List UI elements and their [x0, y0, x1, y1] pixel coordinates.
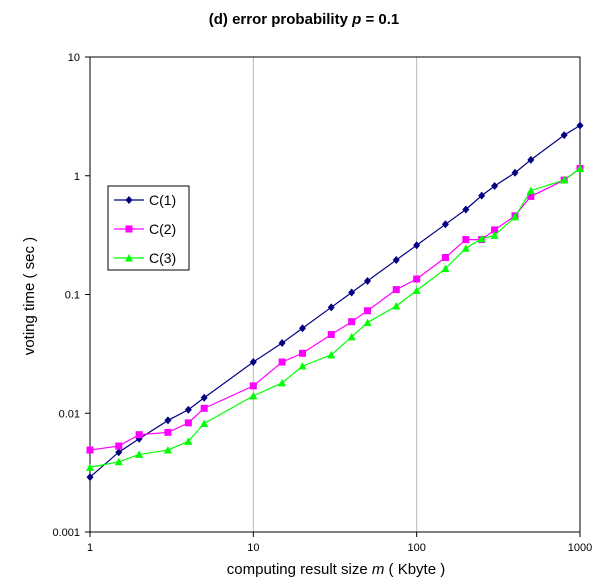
- data-point-c3: [576, 164, 584, 173]
- chart-title-prefix: (d) error probability: [209, 11, 352, 28]
- legend-marker-c3: [125, 254, 133, 262]
- data-point-c2: [249, 382, 257, 390]
- data-point-c3: [412, 286, 421, 295]
- x-axis-label-prefix: computing result size: [227, 561, 372, 578]
- data-point-c3: [249, 391, 258, 400]
- data-point-c2: [392, 286, 400, 294]
- legend-marker-c2: [125, 225, 133, 233]
- x-tick-label: 100: [407, 542, 425, 554]
- data-point-c3: [135, 450, 144, 458]
- data-point-c1: [278, 339, 286, 348]
- y-tick-label: 0.01: [59, 408, 80, 420]
- data-point-c2: [86, 446, 94, 454]
- data-point-c2: [299, 349, 307, 357]
- x-axis-label-var: m: [372, 561, 385, 578]
- data-point-c2: [200, 404, 208, 412]
- data-point-c1: [115, 448, 123, 457]
- data-point-c1: [164, 416, 172, 425]
- data-point-c2: [164, 428, 172, 436]
- x-tick-label: 1: [87, 542, 93, 554]
- data-point-c3: [163, 446, 172, 454]
- data-point-c3: [347, 332, 356, 341]
- data-point-c1: [327, 303, 335, 312]
- data-point-c1: [441, 220, 449, 229]
- data-point-c3: [441, 264, 450, 273]
- data-point-c2: [491, 226, 499, 234]
- data-point-c1: [200, 393, 208, 402]
- data-point-c2: [278, 358, 286, 366]
- legend-label-c2: C(2): [149, 221, 176, 237]
- x-axis-label-suffix: ( Kbyte ): [384, 561, 445, 578]
- data-point-c1: [413, 241, 421, 250]
- data-point-c1: [299, 324, 307, 333]
- data-point-c1: [249, 358, 257, 367]
- chart-title-var: p: [351, 11, 361, 28]
- data-point-c3: [461, 244, 470, 252]
- data-point-c1: [511, 168, 519, 177]
- data-point-c3: [490, 231, 499, 239]
- y-tick-label: 1: [74, 171, 80, 183]
- data-point-c2: [184, 419, 192, 427]
- plot-frame: [89, 56, 581, 533]
- series-line-c2: [89, 168, 581, 451]
- data-point-c3: [298, 361, 307, 370]
- data-point-c3: [114, 457, 123, 466]
- chart-title: (d) error probability p = 0.1: [209, 11, 399, 28]
- data-point-c1: [184, 405, 192, 414]
- legend-label-c1: C(1): [149, 192, 176, 208]
- x-tick-label: 10: [247, 542, 259, 554]
- data-point-c2: [115, 442, 123, 450]
- data-point-c3: [363, 318, 372, 327]
- data-point-c1: [478, 191, 486, 200]
- data-point-c1: [392, 256, 400, 265]
- data-point-c2: [135, 431, 143, 439]
- data-point-c3: [560, 176, 569, 184]
- data-point-c3: [511, 212, 520, 221]
- data-point-c1: [363, 276, 371, 285]
- series-line-c3: [89, 168, 581, 468]
- x-tick-label: 1000: [568, 542, 592, 554]
- data-point-c2: [348, 318, 356, 326]
- data-point-c3: [184, 437, 193, 445]
- legend: C(1) C(2) C(3): [107, 185, 190, 271]
- data-point-c3: [477, 234, 486, 243]
- data-point-c3: [327, 350, 336, 359]
- data-point-c3: [200, 419, 209, 427]
- chart-title-suffix: = 0.1: [361, 11, 399, 28]
- legend-label-c3: C(3): [149, 250, 176, 266]
- data-point-c2: [441, 253, 449, 261]
- y-tick-label: 0.001: [52, 527, 80, 539]
- data-point-c1: [491, 181, 499, 190]
- data-point-c3: [526, 186, 535, 195]
- data-point-c3: [278, 378, 287, 387]
- data-point-c1: [462, 205, 470, 214]
- y-tick-label: 0.1: [65, 290, 80, 302]
- data-point-c1: [527, 155, 535, 164]
- data-point-c3: [86, 463, 94, 471]
- data-point-c2: [413, 275, 421, 283]
- data-point-c1: [86, 473, 94, 482]
- x-axis-label: computing result size m ( Kbyte ): [227, 561, 445, 578]
- plot-area: 1 10 100 1000 0.001 0.01 0.1 1 10: [52, 52, 592, 554]
- data-point-c3: [392, 302, 401, 310]
- data-point-c2: [363, 307, 371, 315]
- y-tick-label: 10: [68, 52, 80, 64]
- data-point-c1: [560, 131, 568, 140]
- y-axis-label: voting time ( sec ): [21, 237, 38, 355]
- legend-marker-c1: [125, 196, 133, 204]
- data-point-c1: [348, 288, 356, 297]
- data-point-c2: [527, 192, 535, 200]
- series-line-c1: [89, 124, 581, 478]
- data-point-c2: [327, 331, 335, 339]
- data-point-c1: [576, 121, 584, 130]
- data-point-c2: [462, 236, 470, 244]
